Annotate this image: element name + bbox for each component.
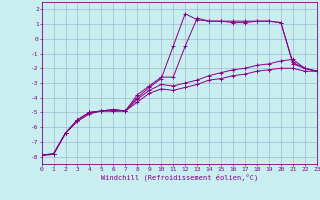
X-axis label: Windchill (Refroidissement éolien,°C): Windchill (Refroidissement éolien,°C) — [100, 173, 258, 181]
